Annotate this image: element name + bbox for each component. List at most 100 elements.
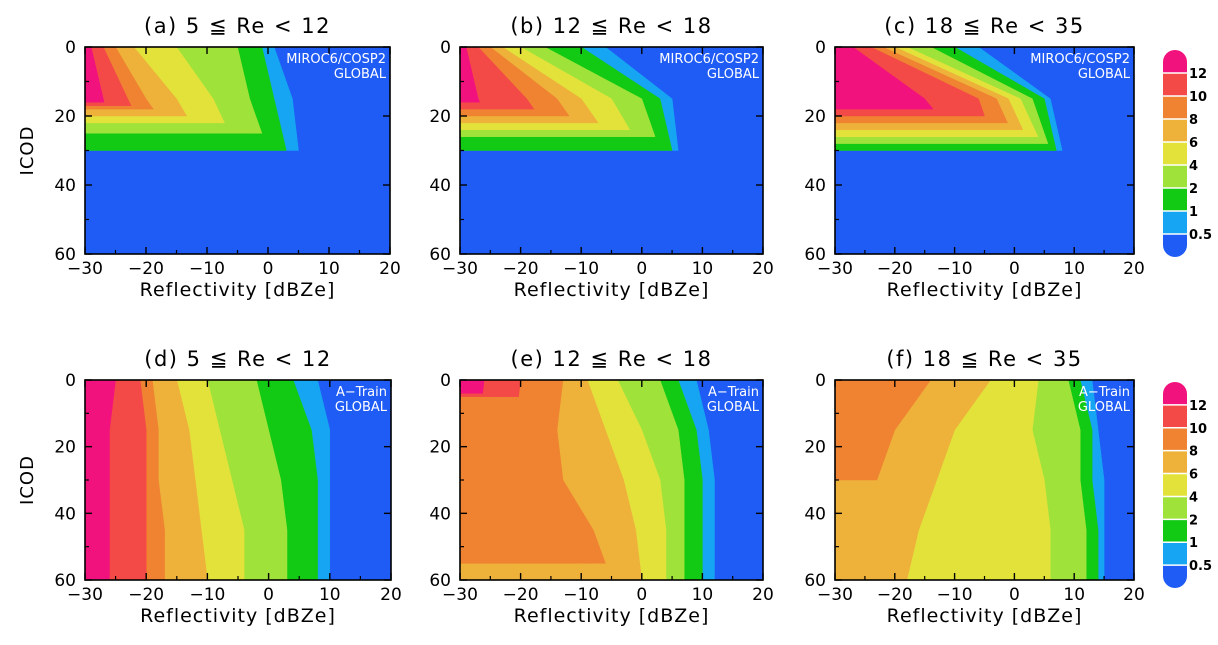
x-tick-label: −10 xyxy=(563,259,599,279)
y-tick-label: 40 xyxy=(804,504,826,524)
colorbar-swatch xyxy=(1163,382,1187,405)
panel-f: −30 −20 −10 0 10 20 0 20 40 60 (f) 18 ≦ Re < 35 Ref… xyxy=(804,347,1144,627)
y-tick-label: 20 xyxy=(429,438,451,458)
colorbar-label: 2 xyxy=(1189,513,1198,528)
dataset-annotation: MIROC6/COSP2 xyxy=(286,52,386,67)
y-tick-label: 0 xyxy=(815,38,826,58)
panel-title: (d) 5 ≦ Re < 12 xyxy=(144,347,331,371)
y-tick-label: 40 xyxy=(54,504,76,524)
y-tick-label: 60 xyxy=(804,245,826,265)
y-tick-label: 40 xyxy=(429,176,451,196)
dataset-annotation: A−Train xyxy=(1079,385,1130,400)
colorbar-swatch xyxy=(1163,188,1187,212)
x-tick-label: −10 xyxy=(563,585,599,605)
dataset-annotation: A−Train xyxy=(336,385,387,400)
x-axis-label: Reflectivity [dBZe] xyxy=(514,605,710,627)
colorbar-swatch xyxy=(1163,96,1187,120)
y-tick-label: 60 xyxy=(54,245,76,265)
x-tick-label: 20 xyxy=(752,585,774,605)
x-axis-label: Reflectivity [dBZe] xyxy=(140,279,336,301)
y-tick-label: 20 xyxy=(804,107,826,127)
x-tick-label: 10 xyxy=(1063,585,1085,605)
dataset-annotation: MIROC6/COSP2 xyxy=(659,52,759,67)
colorbar-swatch xyxy=(1163,519,1187,543)
y-tick-label: 60 xyxy=(804,571,826,591)
x-axis-label: Reflectivity [dBZe] xyxy=(887,605,1083,627)
colorbar-swatch xyxy=(1163,565,1187,588)
x-tick-label: 20 xyxy=(1123,585,1145,605)
colorbar-label: 2 xyxy=(1189,182,1198,197)
y-tick-label: 60 xyxy=(429,571,451,591)
colorbar-label: 0.5 xyxy=(1189,559,1212,574)
colorbar-swatch xyxy=(1163,404,1187,429)
y-tick-label: 0 xyxy=(440,38,451,58)
colorbar-swatch xyxy=(1163,142,1187,166)
colorbar-label: 10 xyxy=(1189,422,1207,437)
x-tick-label: 0 xyxy=(1009,585,1020,605)
x-axis-label: Reflectivity [dBZe] xyxy=(514,279,710,301)
y-tick-label: 20 xyxy=(804,438,826,458)
x-axis-label: Reflectivity [dBZe] xyxy=(140,605,336,627)
panel-title: (b) 12 ≦ Re < 18 xyxy=(510,14,712,38)
x-tick-label: −30 xyxy=(67,259,103,279)
panel-d: −30 −20 −10 0 10 20 0 20 40 60 (d) 5 ≦ Re < 12 Refl… xyxy=(17,347,402,627)
colorbar-swatch xyxy=(1163,211,1187,235)
dataset-annotation: GLOBAL xyxy=(335,400,388,415)
y-tick-label: 20 xyxy=(429,107,451,127)
x-tick-label: −30 xyxy=(442,259,478,279)
x-tick-label: −20 xyxy=(503,585,539,605)
x-tick-label: 0 xyxy=(636,585,647,605)
x-tick-label: 20 xyxy=(379,259,401,279)
x-tick-label: 10 xyxy=(318,259,340,279)
colorbar-swatch xyxy=(1163,427,1187,452)
colorbar-label: 10 xyxy=(1189,90,1207,105)
x-tick-label: 0 xyxy=(1009,259,1020,279)
y-tick-label: 60 xyxy=(54,571,76,591)
x-tick-label: −20 xyxy=(877,259,913,279)
x-tick-label: 0 xyxy=(263,585,274,605)
x-tick-label: 10 xyxy=(319,585,341,605)
dataset-annotation: GLOBAL xyxy=(707,67,760,82)
panel-title: (e) 12 ≦ Re < 18 xyxy=(511,347,713,371)
x-tick-label: 20 xyxy=(752,259,774,279)
colorbar-swatch xyxy=(1163,50,1187,73)
colorbar-label: 6 xyxy=(1189,468,1198,483)
y-tick-label: 60 xyxy=(429,245,451,265)
panel-c: −30 −20 −10 0 10 20 0 20 40 60 (c) 18 ≦ Re < 35 Ref… xyxy=(804,14,1144,301)
dataset-annotation: GLOBAL xyxy=(707,400,760,415)
colorbar-swatch xyxy=(1163,450,1187,475)
colorbar-swatch xyxy=(1163,542,1187,566)
colorbar-swatch xyxy=(1163,496,1187,520)
colorbar-label: 8 xyxy=(1189,445,1198,460)
x-tick-label: 10 xyxy=(692,259,714,279)
panel-b: −30 −20 −10 0 10 20 0 20 40 60 (b) 12 ≦ Re < 18 Ref… xyxy=(429,14,773,301)
y-tick-label: 20 xyxy=(54,107,76,127)
dataset-annotation: GLOBAL xyxy=(1078,67,1131,82)
dataset-annotation: A−Train xyxy=(708,385,759,400)
colorbar-label: 4 xyxy=(1189,490,1198,505)
dataset-annotation: GLOBAL xyxy=(334,67,387,82)
y-tick-label: 0 xyxy=(440,371,451,391)
x-tick-label: 0 xyxy=(636,259,647,279)
panel-title: (a) 5 ≦ Re < 12 xyxy=(144,14,331,38)
y-tick-label: 40 xyxy=(804,176,826,196)
colorbar-swatch xyxy=(1163,234,1187,257)
panel-a: −30 −20 −10 0 10 20 0 20 40 60 (a) 5 ≦ Re < 12 Refl… xyxy=(17,14,401,301)
dataset-annotation: GLOBAL xyxy=(1078,400,1131,415)
y-tick-label: 40 xyxy=(54,176,76,196)
colorbar-label: 1 xyxy=(1189,205,1198,220)
dataset-annotation: MIROC6/COSP2 xyxy=(1030,52,1130,67)
y-axis-label: ICOD xyxy=(17,455,38,505)
x-tick-label: −30 xyxy=(817,259,853,279)
y-tick-label: 40 xyxy=(429,504,451,524)
x-tick-label: 20 xyxy=(380,585,402,605)
colorbar-top: 12 10 8 6 4 2 1 0.5 xyxy=(1163,50,1212,257)
x-tick-label: −20 xyxy=(128,259,164,279)
x-tick-label: 20 xyxy=(1123,259,1145,279)
contour-band-ge-8 xyxy=(459,379,606,564)
colorbar-label: 4 xyxy=(1189,159,1198,174)
panel-e: −30 −20 −10 0 10 20 0 20 40 60 (e) 12 ≦ Re < 18 Ref… xyxy=(429,347,773,627)
x-axis-label: Reflectivity [dBZe] xyxy=(887,279,1083,301)
